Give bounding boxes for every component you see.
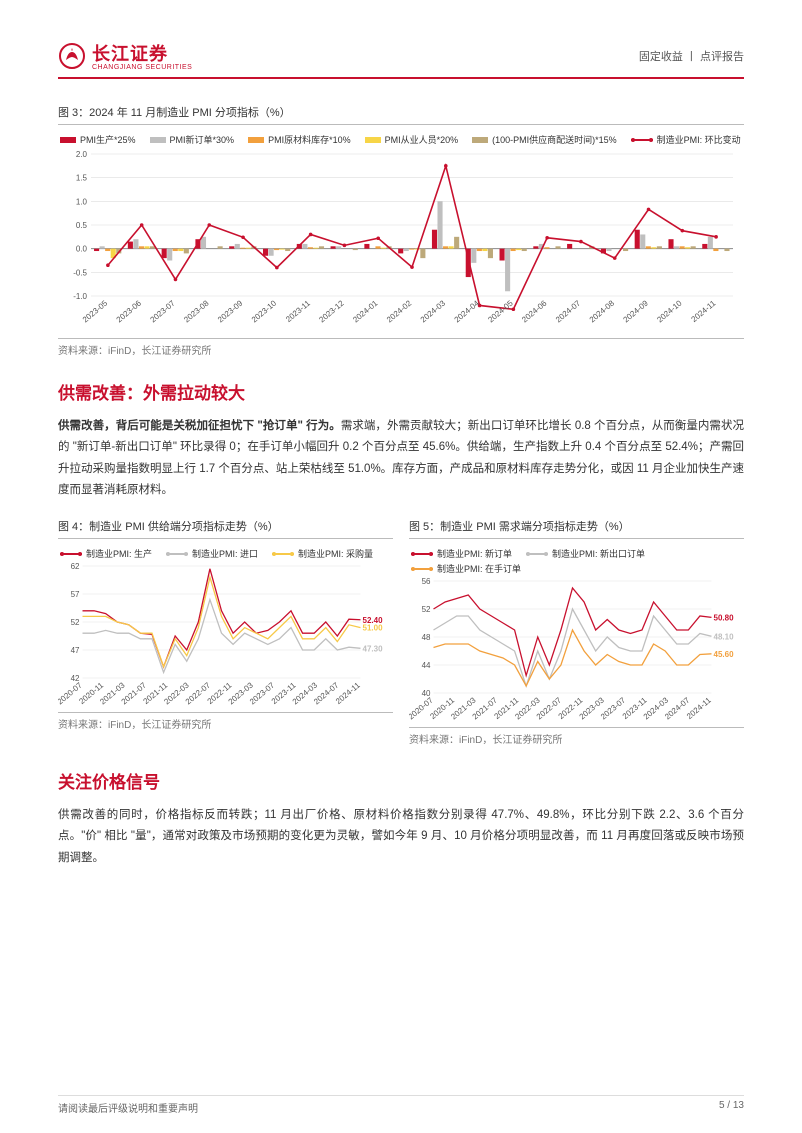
section1-lead: 供需改善，背后可能是关税加征担忧下 "抢订单" 行为。 bbox=[58, 420, 341, 432]
svg-text:2023-06: 2023-06 bbox=[115, 298, 144, 324]
logo-text-en: CHANGJIANG SECURITIES bbox=[92, 64, 192, 71]
svg-text:2.0: 2.0 bbox=[76, 150, 88, 159]
svg-text:2024-10: 2024-10 bbox=[655, 298, 684, 324]
fig4-legend: 制造业PMI: 生产制造业PMI: 进口制造业PMI: 采购量 bbox=[58, 543, 393, 562]
section2-text: 供需改善的同时，价格指标反而转跌；11 月出厂价格、原材料价格指数分别录得 47… bbox=[58, 805, 744, 869]
svg-text:44: 44 bbox=[422, 661, 431, 670]
svg-text:57: 57 bbox=[71, 590, 80, 599]
svg-text:48: 48 bbox=[422, 633, 431, 642]
svg-text:52: 52 bbox=[422, 605, 431, 614]
page-footer: 请阅读最后评级说明和重要声明 5 / 13 bbox=[58, 1095, 744, 1115]
svg-text:47: 47 bbox=[71, 646, 80, 655]
svg-text:2024-11: 2024-11 bbox=[334, 680, 362, 706]
fig3-chart: -1.0-0.50.00.51.01.52.02023-052023-06202… bbox=[58, 148, 744, 338]
svg-text:56: 56 bbox=[422, 577, 431, 586]
fig4-caption: 图 4：制造业 PMI 供给端分项指标走势（%） bbox=[58, 515, 393, 539]
svg-text:0.5: 0.5 bbox=[76, 221, 88, 230]
fig3-source: 资料来源：iFinD，长江证券研究所 bbox=[58, 338, 744, 357]
section1-text: 供需改善，背后可能是关税加征担忧下 "抢订单" 行为。需求端，外需贡献较大；新出… bbox=[58, 416, 744, 501]
svg-text:2023-09: 2023-09 bbox=[216, 298, 245, 324]
svg-text:2023-08: 2023-08 bbox=[182, 298, 211, 324]
svg-text:2023-07: 2023-07 bbox=[148, 298, 177, 324]
footer-page: 5 / 13 bbox=[719, 1100, 744, 1115]
fig5-chart: 404448525650.8048.1045.602020-072020-112… bbox=[409, 577, 744, 727]
svg-text:2024-11: 2024-11 bbox=[690, 298, 718, 324]
svg-text:-1.0: -1.0 bbox=[73, 292, 87, 301]
svg-text:45.60: 45.60 bbox=[714, 650, 735, 659]
svg-text:50.80: 50.80 bbox=[714, 613, 735, 622]
section1-heading: 供需改善：外需拉动较大 bbox=[58, 379, 744, 404]
svg-text:48.10: 48.10 bbox=[714, 632, 735, 641]
fig5-source: 资料来源：iFinD，长江证券研究所 bbox=[409, 727, 744, 746]
svg-text:2023-05: 2023-05 bbox=[81, 298, 110, 324]
svg-text:1.0: 1.0 bbox=[76, 197, 88, 206]
fig4-chart: 424752576252.4051.0047.302020-072020-112… bbox=[58, 562, 393, 712]
figure-3: 图 3：2024 年 11 月制造业 PMI 分项指标（%） PMI生产*25%… bbox=[58, 101, 744, 357]
svg-text:52: 52 bbox=[71, 618, 80, 627]
svg-text:-0.5: -0.5 bbox=[73, 268, 87, 277]
svg-text:2024-01: 2024-01 bbox=[351, 298, 380, 324]
svg-text:2024-06: 2024-06 bbox=[520, 298, 549, 324]
figure-5: 图 5：制造业 PMI 需求端分项指标走势（%） 制造业PMI: 新订单制造业P… bbox=[409, 515, 744, 746]
header-category: 固定收益 丨 点评报告 bbox=[639, 48, 744, 64]
footer-left: 请阅读最后评级说明和重要声明 bbox=[58, 1100, 198, 1115]
figure-4: 图 4：制造业 PMI 供给端分项指标走势（%） 制造业PMI: 生产制造业PM… bbox=[58, 515, 393, 746]
svg-text:2024-08: 2024-08 bbox=[588, 298, 617, 324]
svg-text:47.30: 47.30 bbox=[363, 644, 384, 653]
svg-text:51.00: 51.00 bbox=[363, 624, 384, 633]
svg-text:2024-09: 2024-09 bbox=[622, 298, 651, 324]
svg-text:2023-12: 2023-12 bbox=[317, 298, 346, 324]
page-header: 长江证券 CHANGJIANG SECURITIES 固定收益 丨 点评报告 bbox=[58, 40, 744, 79]
fig4-source: 资料来源：iFinD，长江证券研究所 bbox=[58, 712, 393, 731]
svg-text:62: 62 bbox=[71, 562, 80, 571]
svg-text:2024-03: 2024-03 bbox=[419, 298, 448, 324]
logo-icon bbox=[58, 42, 86, 70]
logo-block: 长江证券 CHANGJIANG SECURITIES bbox=[58, 40, 192, 71]
svg-text:2023-11: 2023-11 bbox=[284, 298, 312, 324]
svg-text:2024-04: 2024-04 bbox=[453, 298, 482, 324]
fig5-legend: 制造业PMI: 新订单制造业PMI: 新出口订单制造业PMI: 在手订单 bbox=[409, 543, 744, 577]
svg-text:2024-07: 2024-07 bbox=[554, 298, 583, 324]
svg-text:0.0: 0.0 bbox=[76, 245, 88, 254]
svg-text:2023-10: 2023-10 bbox=[250, 298, 279, 324]
svg-text:1.5: 1.5 bbox=[76, 174, 88, 183]
fig3-legend: PMI生产*25%PMI新订单*30%PMI原材料库存*10%PMI从业人员*2… bbox=[58, 129, 744, 148]
svg-text:2024-02: 2024-02 bbox=[385, 298, 414, 324]
fig3-caption: 图 3：2024 年 11 月制造业 PMI 分项指标（%） bbox=[58, 101, 744, 125]
svg-text:2024-11: 2024-11 bbox=[685, 695, 713, 721]
section2-heading: 关注价格信号 bbox=[58, 768, 744, 793]
svg-text:2024-05: 2024-05 bbox=[486, 298, 515, 324]
fig5-caption: 图 5：制造业 PMI 需求端分项指标走势（%） bbox=[409, 515, 744, 539]
logo-text-cn: 长江证券 bbox=[92, 40, 192, 66]
